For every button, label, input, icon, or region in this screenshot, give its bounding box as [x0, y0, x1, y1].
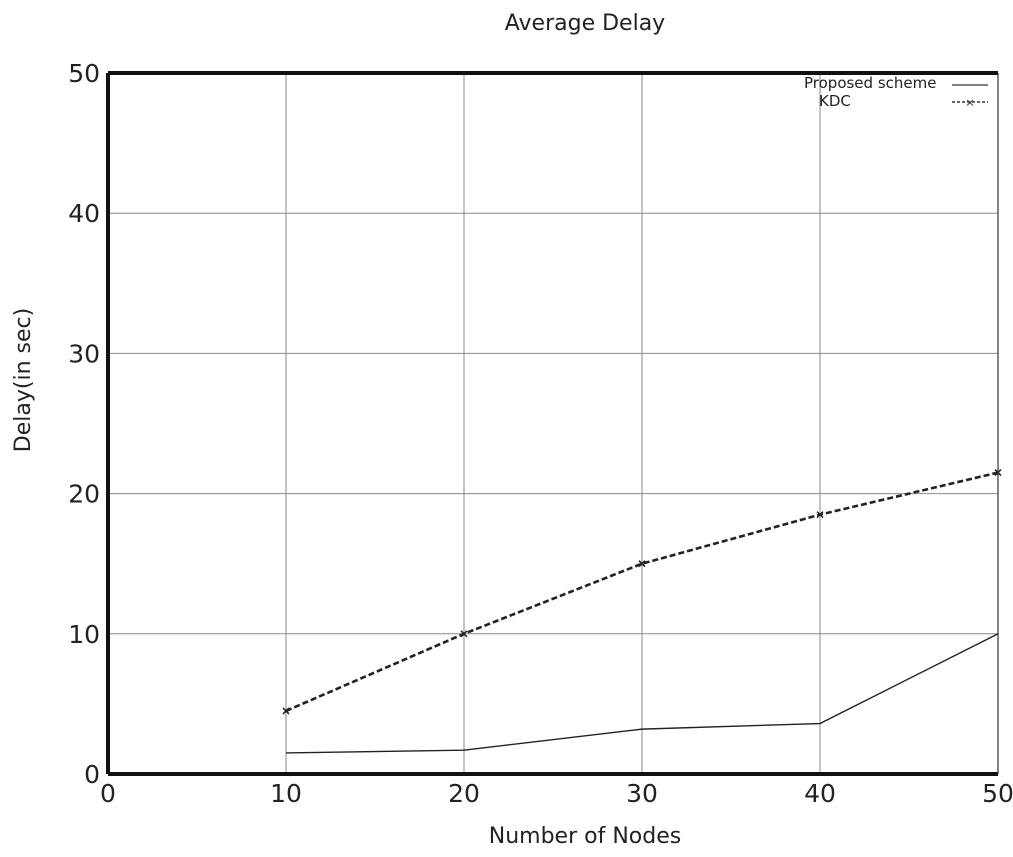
series-layer [282, 469, 1002, 754]
data-point-kdc-30 [638, 560, 646, 568]
legend-label-proposed: Proposed scheme [804, 74, 936, 92]
legend-label-kdc: KDC [819, 92, 851, 110]
grid-lines [108, 73, 998, 774]
tick-labels: 0 10 20 30 40 50 0 10 20 30 40 50 [68, 59, 1013, 808]
y-tick-label-20: 20 [68, 480, 100, 509]
data-point-kdc-10 [282, 707, 290, 715]
x-tick-label-20: 20 [448, 779, 480, 808]
y-tick-label-30: 30 [68, 339, 100, 368]
series-line-kdc [285, 471, 999, 713]
x-axis-title: Number of Nodes [489, 824, 681, 849]
x-tick-label-50: 50 [982, 779, 1013, 808]
y-tick-label-0: 0 [84, 760, 100, 789]
legend: Proposed scheme KDC × [804, 74, 988, 110]
chart-title: Average Delay [505, 11, 665, 36]
y-tick-label-40: 40 [68, 199, 100, 228]
y-tick-label-50: 50 [68, 59, 100, 88]
data-point-kdc-40 [816, 511, 824, 519]
x-tick-label-10: 10 [270, 779, 302, 808]
x-tick-label-30: 30 [626, 779, 658, 808]
plot-frame [106, 71, 999, 776]
y-tick-label-10: 10 [68, 620, 100, 649]
y-axis-title: Delay(in sec) [11, 308, 36, 452]
series-line-proposed-scheme [285, 633, 999, 754]
x-tick-label-40: 40 [804, 779, 836, 808]
x-tick-label-0: 0 [100, 779, 116, 808]
data-point-kdc-20 [460, 630, 468, 638]
legend-marker-kdc: × [965, 96, 974, 109]
